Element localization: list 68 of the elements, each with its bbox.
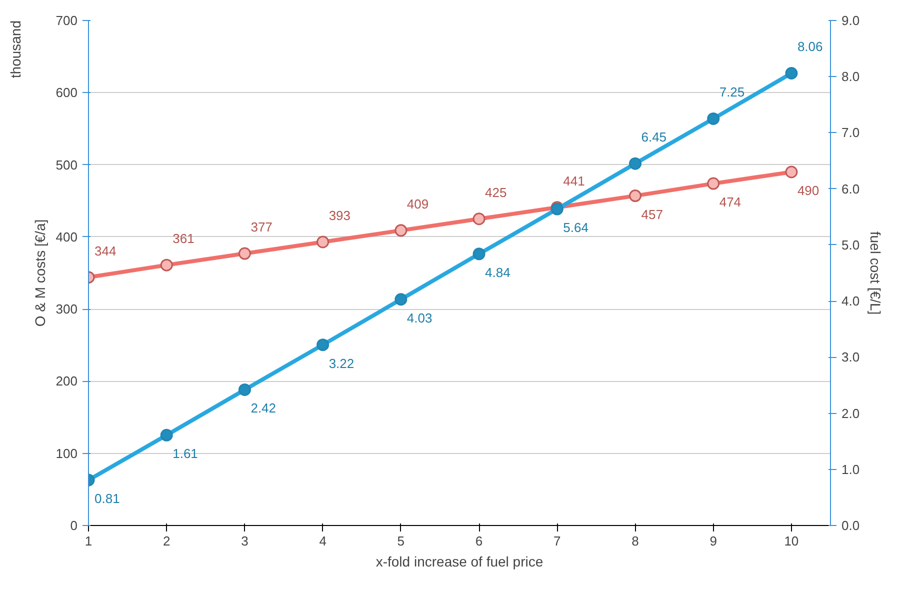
point: [472, 212, 486, 226]
x-tick-label: 2: [162, 534, 170, 548]
y-axis-title: O & M costs [€/a]: [32, 219, 48, 327]
data-label: 361: [172, 231, 194, 246]
data-label: 4.84: [485, 264, 510, 280]
y2-tick-label: 7.0: [842, 125, 860, 140]
data-label: 457: [641, 206, 663, 222]
y2-tick-label: 5.0: [842, 237, 860, 252]
point: [394, 293, 408, 306]
data-label: 0.81: [94, 491, 120, 506]
x-tick-label: 10: [784, 534, 799, 548]
data-label: 441: [563, 173, 585, 188]
point: [394, 224, 408, 237]
x-tick-label: 1: [84, 534, 92, 548]
data-label: 425: [485, 184, 507, 200]
point: [238, 383, 251, 396]
y2-tick-label: 0.0: [842, 518, 860, 533]
y2-tick-label: 2.0: [842, 406, 860, 421]
y-tick-label: 600: [56, 85, 78, 100]
data-label: 8.06: [797, 39, 823, 54]
data-label: 1.61: [172, 446, 198, 462]
x-axis-title: x-fold increase of fuel price: [376, 554, 544, 570]
point: [160, 258, 173, 272]
y2-axis-title: fuel cost [€/L]: [868, 231, 884, 315]
y-tick-label: 100: [56, 446, 78, 461]
data-label: 344: [94, 243, 116, 258]
point: [785, 166, 798, 178]
y2-tick-label: 4.0: [842, 294, 860, 309]
x-tick-label: 7: [554, 534, 561, 548]
text: thousand: [8, 20, 24, 78]
x-tick-label: 6: [475, 534, 483, 548]
x-tick-label: 5: [397, 534, 405, 548]
point: [628, 157, 642, 170]
point: [707, 177, 720, 190]
point: [785, 67, 798, 80]
y-tick-label: 300: [56, 302, 78, 317]
data-label: 474: [719, 194, 742, 210]
y-tick-label: 500: [56, 157, 78, 172]
data-label: 6.45: [641, 130, 667, 145]
y2-tick-label: 6.0: [842, 181, 860, 196]
x-tick-label: 9: [710, 534, 717, 548]
x-tick-label: 3: [241, 534, 248, 548]
y-tick-label: 0: [70, 518, 78, 533]
data-label: 377: [250, 220, 272, 235]
point: [316, 236, 330, 248]
data-label: 393: [328, 208, 351, 223]
x-tick-label: 4: [319, 534, 326, 548]
y2-tick-label: 9.0: [842, 13, 860, 28]
y2-tick-label: 8.0: [842, 69, 860, 84]
point: [628, 190, 642, 202]
y2-tick-label: 3.0: [842, 350, 860, 365]
y-tick-label: 700: [56, 13, 78, 28]
data-label: 3.22: [328, 356, 354, 371]
y-tick-label: 400: [56, 229, 78, 244]
data-label: 2.42: [250, 400, 276, 416]
data-label: 490: [797, 183, 820, 198]
data-label: 7.25: [719, 84, 745, 100]
point: [316, 338, 330, 352]
data-label: 4.03: [406, 310, 432, 326]
point: [238, 247, 251, 260]
data-label: 409: [406, 196, 429, 212]
point: [472, 248, 486, 260]
point: [707, 112, 720, 125]
x-tick-label: 8: [632, 534, 639, 548]
point: [160, 428, 173, 442]
y-tick-label: 200: [56, 374, 78, 389]
data-label: 5.64: [563, 220, 588, 236]
y2-tick-label: 1.0: [842, 462, 860, 477]
